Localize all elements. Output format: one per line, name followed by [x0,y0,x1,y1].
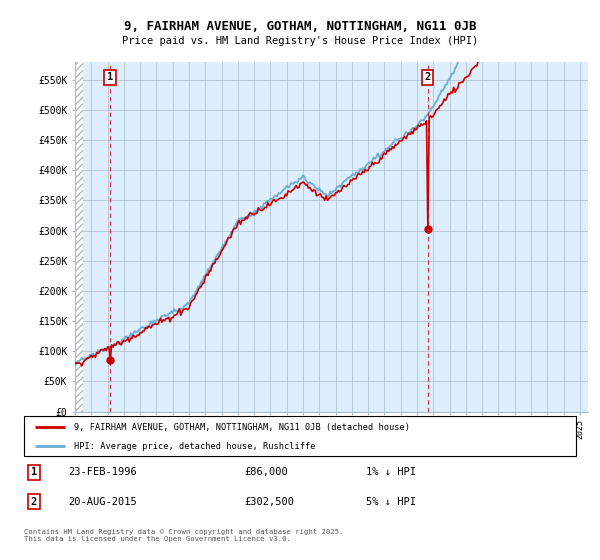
FancyBboxPatch shape [24,416,576,456]
Text: Price paid vs. HM Land Registry's House Price Index (HPI): Price paid vs. HM Land Registry's House … [122,36,478,46]
Text: 2: 2 [424,72,431,82]
Text: 1% ↓ HPI: 1% ↓ HPI [366,467,416,477]
Text: 9, FAIRHAM AVENUE, GOTHAM, NOTTINGHAM, NG11 0JB (detached house): 9, FAIRHAM AVENUE, GOTHAM, NOTTINGHAM, N… [74,423,410,432]
Text: Contains HM Land Registry data © Crown copyright and database right 2025.
This d: Contains HM Land Registry data © Crown c… [24,529,343,542]
Text: 1: 1 [107,72,113,82]
Text: £86,000: £86,000 [245,467,289,477]
Text: £302,500: £302,500 [245,497,295,507]
Text: 5% ↓ HPI: 5% ↓ HPI [366,497,416,507]
Text: 9, FAIRHAM AVENUE, GOTHAM, NOTTINGHAM, NG11 0JB: 9, FAIRHAM AVENUE, GOTHAM, NOTTINGHAM, N… [124,20,476,32]
Text: 2: 2 [31,497,37,507]
Bar [75,62,83,412]
Text: 23-FEB-1996: 23-FEB-1996 [68,467,137,477]
Text: 1: 1 [31,467,37,477]
Text: HPI: Average price, detached house, Rushcliffe: HPI: Average price, detached house, Rush… [74,442,315,451]
Text: 20-AUG-2015: 20-AUG-2015 [68,497,137,507]
